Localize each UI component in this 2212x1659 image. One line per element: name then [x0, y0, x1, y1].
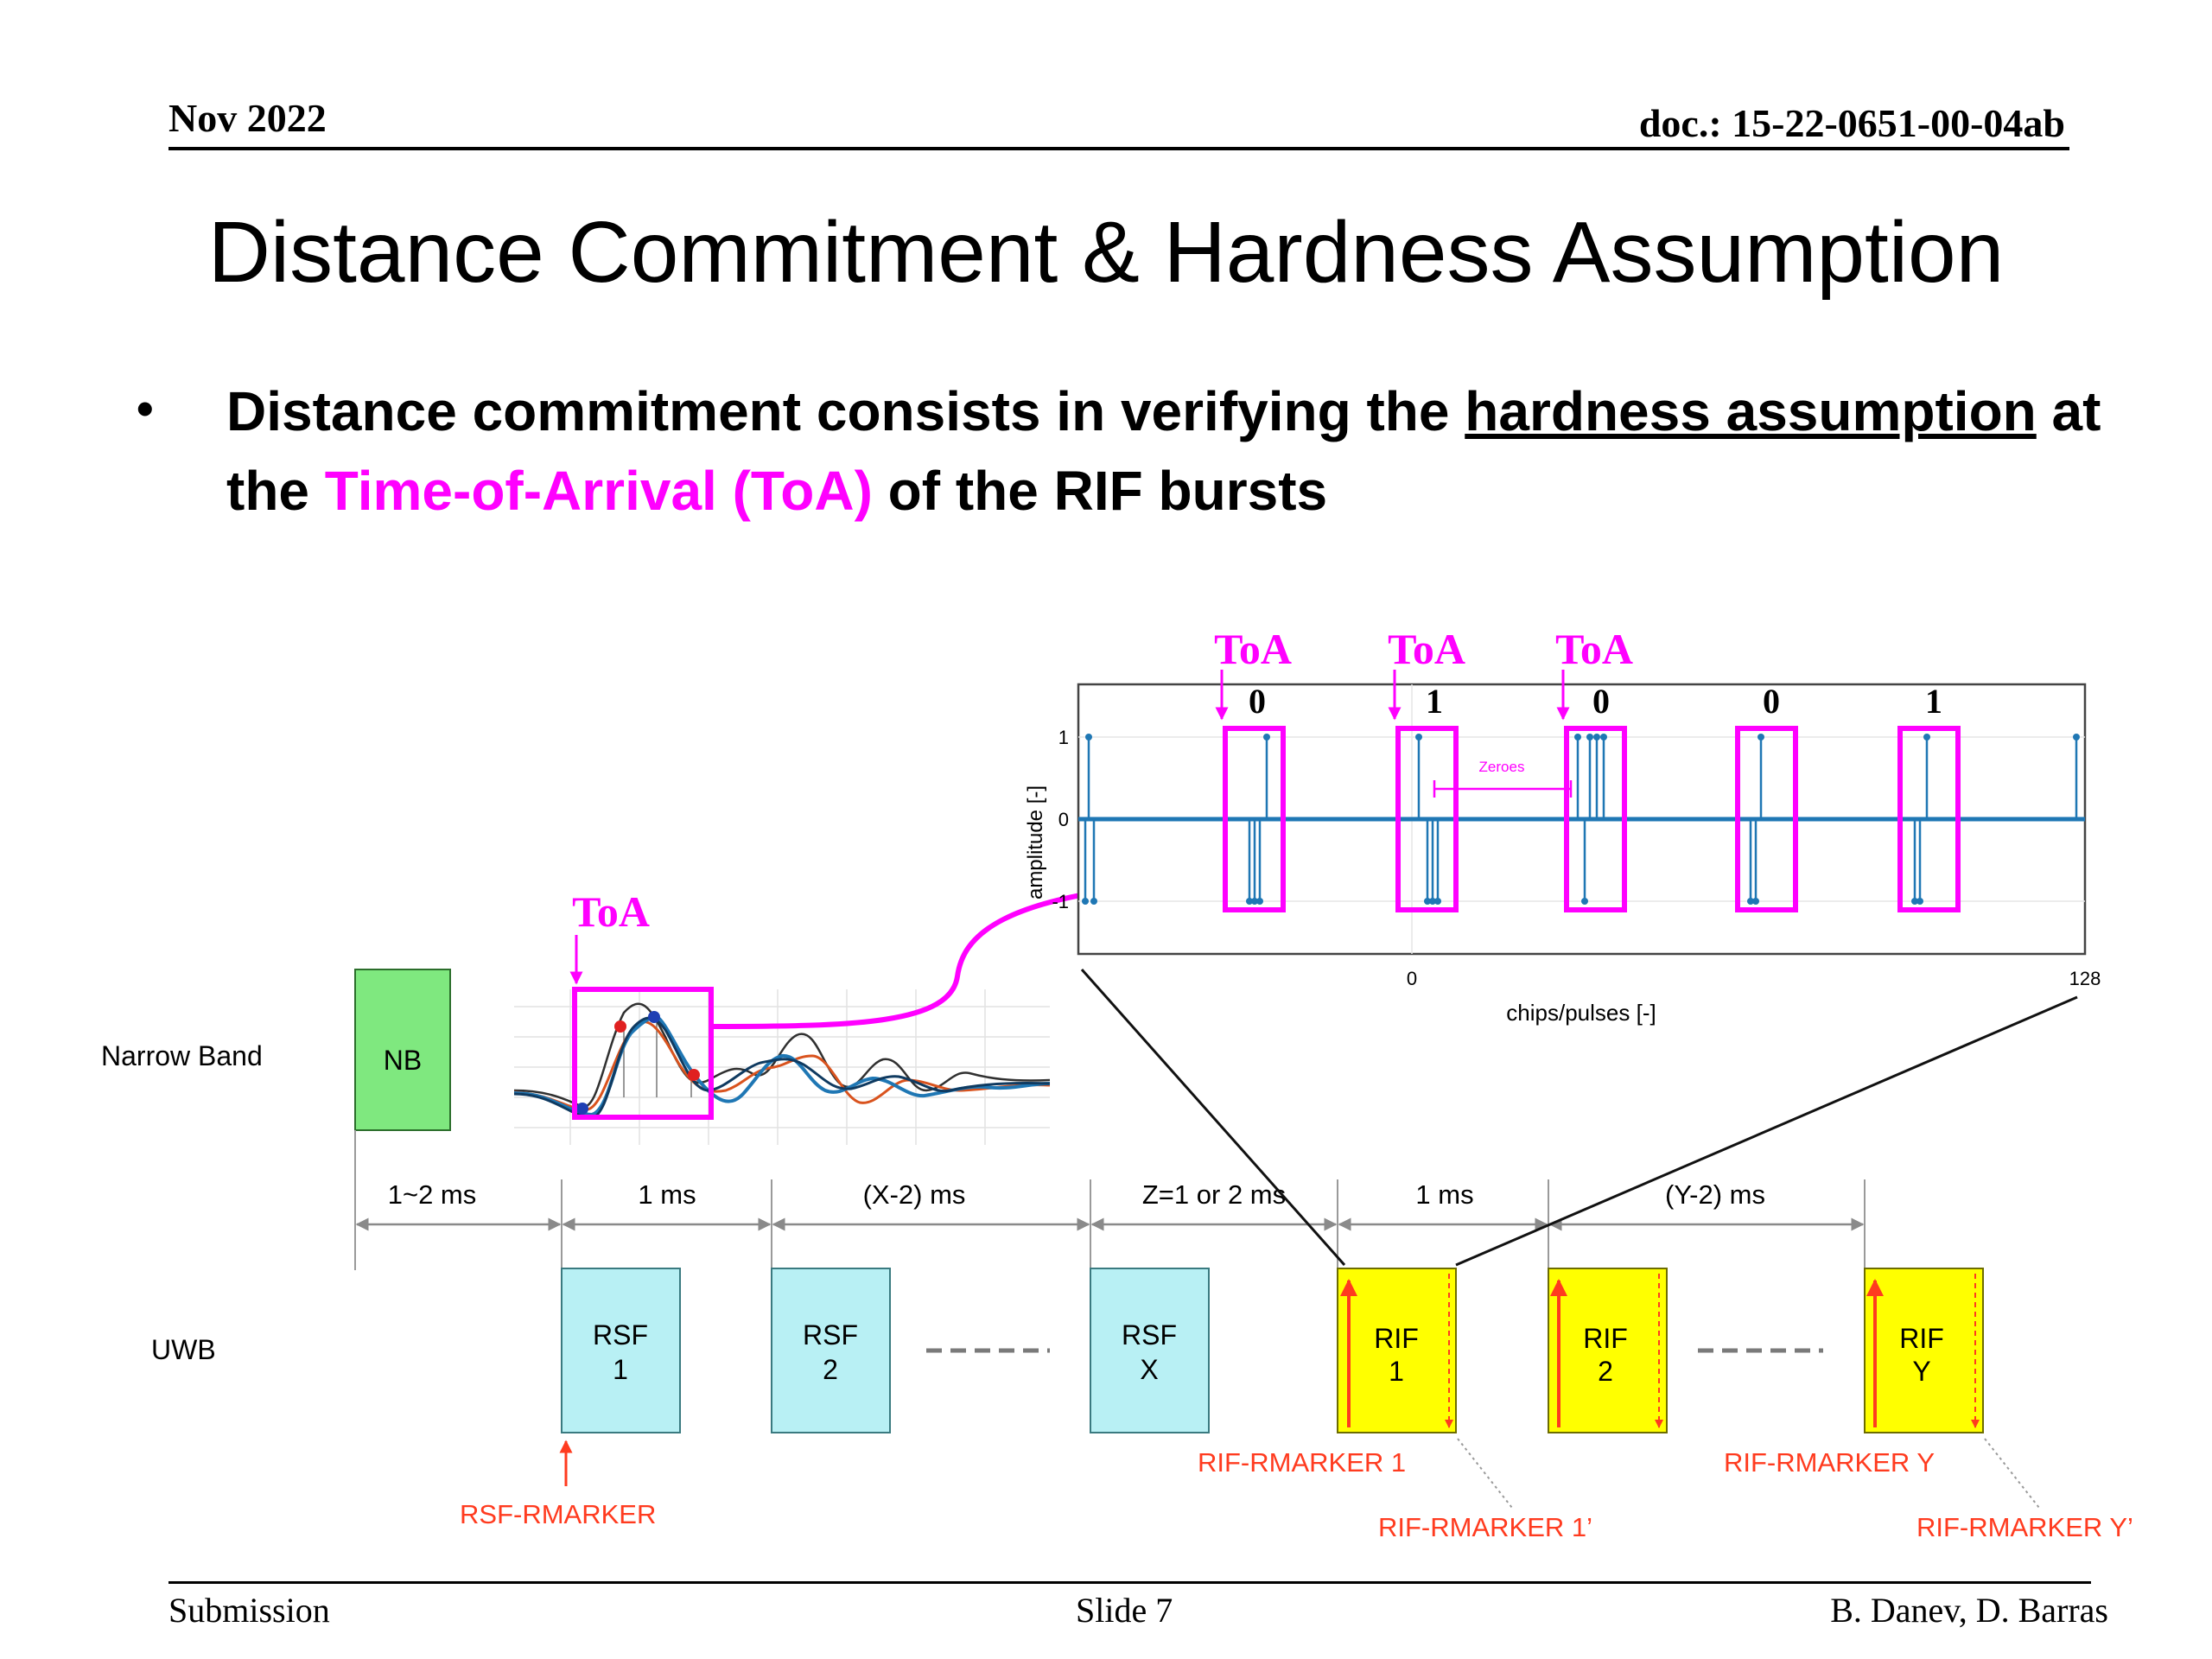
nb-point-4	[688, 1069, 700, 1081]
nb-point-2	[614, 1020, 626, 1033]
zoom-connector-arrow	[710, 869, 1212, 1029]
footer-authors: B. Danev, D. Barras	[1830, 1591, 2108, 1630]
inset-xtick-0: 0	[1407, 968, 1417, 989]
inset-bit-2: 1	[1426, 682, 1443, 721]
rif-box-y: RIF Y	[1864, 1268, 1984, 1433]
rsf-box-2: RSF 2	[771, 1268, 891, 1433]
header-doc-id: doc.: 15-22-0651-00-04ab	[1638, 101, 2065, 145]
inset-stem-signal	[1078, 734, 2085, 905]
label-narrow-band: Narrow Band	[101, 1040, 263, 1071]
nb-toa-label: ToA	[572, 887, 650, 936]
inset-burst-box-3	[1564, 726, 1627, 912]
interval-label-2: 1 ms	[638, 1179, 696, 1210]
nb-waveform-navy	[513, 1016, 1051, 1120]
rif-box-2-line1: RIF	[1583, 1323, 1628, 1354]
rif-rmarker-yp-label: RIF-RMARKER Y’	[1916, 1512, 2133, 1542]
rsf-box-x: RSF X	[1090, 1268, 1210, 1433]
inset-ytick-0: 0	[1058, 809, 1069, 830]
slide-title: Distance Commitment & Hardness Assumptio…	[207, 204, 2005, 301]
inset-zeroes-label: Zeroes	[1479, 759, 1525, 775]
bullet-marker: •	[137, 381, 154, 435]
nb-box	[354, 969, 451, 1131]
nb-box-label: NB	[384, 1045, 422, 1076]
bullet-text: Distance commitment consists in verifyin…	[226, 372, 2162, 531]
rsf-box-1-line2: 1	[613, 1354, 628, 1385]
inset-burst-box-5	[1897, 726, 1961, 912]
zoom-line-left	[1080, 969, 1346, 1266]
rsf-box-2-line1: RSF	[803, 1319, 858, 1351]
nb-toa-highlight-box	[572, 987, 714, 1120]
rif-rmarker-yp-leader	[1984, 1438, 2040, 1509]
rsf-box-1: RSF 1	[561, 1268, 681, 1433]
footer-slide-number: Slide 7	[1076, 1591, 1173, 1630]
rif-box-2: RIF 2	[1548, 1268, 1668, 1433]
rsf-box-x-line2: X	[1140, 1354, 1158, 1385]
nb-point-1	[576, 1103, 588, 1115]
zoom-line-right	[1455, 995, 2078, 1267]
footer-rule	[168, 1581, 2091, 1584]
inset-toa-label-2: ToA	[1388, 625, 1465, 673]
inset-xlabel: chips/pulses [-]	[1506, 1000, 1656, 1026]
inset-ytick-1: 1	[1058, 727, 1069, 748]
inset-ylabel: amplitude [-]	[1024, 785, 1047, 899]
timeline-ticks	[354, 1130, 1866, 1270]
rif-rmarker-1p-label: RIF-RMARKER 1’	[1378, 1512, 1592, 1542]
interval-label-3: (X-2) ms	[863, 1179, 966, 1210]
rif-rmarker-y-label: RIF-RMARKER Y	[1724, 1447, 1935, 1478]
inset-chart: amplitude [-] 1 0 -1 0 128 chips/pulses …	[1024, 625, 2101, 1026]
inset-burst-box-4	[1735, 726, 1798, 912]
nb-point-3	[648, 1011, 660, 1023]
bullet-text-part2: at the	[226, 380, 2101, 522]
inset-bit-3: 0	[1592, 682, 1610, 721]
label-uwb: UWB	[151, 1334, 216, 1365]
inset-bit-1: 0	[1249, 682, 1266, 721]
nb-waveform-plot	[513, 987, 1051, 1145]
header-date: Nov 2022	[168, 96, 327, 140]
inset-xtick-128: 128	[2069, 968, 2101, 989]
bullet-underlined: hardness assumption	[1465, 380, 2037, 442]
rif-box-y-line1: RIF	[1899, 1323, 1944, 1354]
inset-burst-box-1	[1223, 726, 1286, 912]
rif-box-1-line1: RIF	[1374, 1323, 1419, 1354]
rif-box-1-line2: 1	[1389, 1356, 1404, 1387]
bullet-text-part3: of the RIF bursts	[872, 460, 1328, 522]
bullet-highlight: Time-of-Arrival (ToA)	[324, 460, 873, 522]
interval-label-6: (Y-2) ms	[1665, 1179, 1765, 1210]
rif-box-2-line2: 2	[1598, 1356, 1613, 1387]
rsf-box-2-line2: 2	[823, 1354, 838, 1385]
inset-bit-5: 1	[1925, 682, 1942, 721]
interval-label-4: Z=1 or 2 ms	[1142, 1179, 1286, 1210]
inset-toa-label-3: ToA	[1555, 625, 1633, 673]
interval-label-1: 1~2 ms	[388, 1179, 477, 1210]
rif-box-1: RIF 1	[1337, 1268, 1457, 1433]
inset-bit-4: 0	[1763, 682, 1780, 721]
nb-waveform-black	[513, 1002, 1051, 1109]
rsf-rmarker-label: RSF-RMARKER	[460, 1499, 656, 1529]
header-rule	[168, 147, 2069, 150]
rsf-box-x-line1: RSF	[1122, 1319, 1177, 1351]
rsf-box-1-line1: RSF	[593, 1319, 648, 1351]
rif-rmarker-1-label: RIF-RMARKER 1	[1198, 1447, 1406, 1478]
bullet-text-part1: Distance commitment consists in verifyin…	[226, 380, 1465, 442]
rif-rmarker-1p-leader	[1457, 1438, 1513, 1509]
inset-burst-box-2	[1395, 726, 1459, 912]
footer-submission: Submission	[168, 1591, 330, 1630]
inset-ytick-m1: -1	[1052, 891, 1069, 912]
interval-label-5: 1 ms	[1415, 1179, 1473, 1210]
inset-toa-label-1: ToA	[1214, 625, 1292, 673]
rif-box-y-line2: Y	[1912, 1356, 1930, 1387]
